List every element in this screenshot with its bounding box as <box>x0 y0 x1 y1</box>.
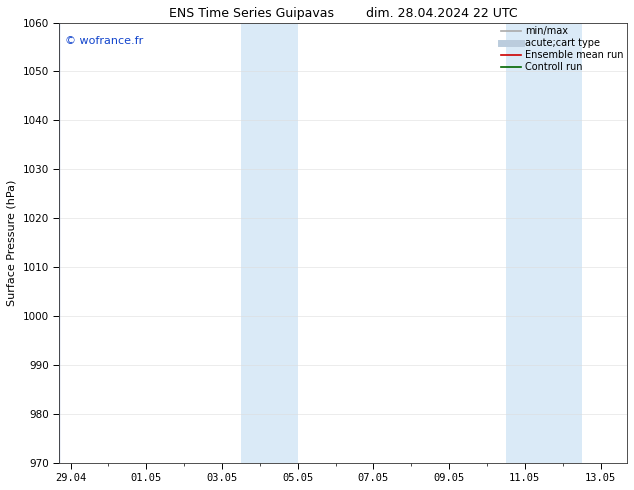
Bar <box>241 23 298 463</box>
Bar <box>544 23 581 463</box>
Text: © wofrance.fr: © wofrance.fr <box>65 36 143 46</box>
Bar <box>506 23 544 463</box>
Title: ENS Time Series Guipavas        dim. 28.04.2024 22 UTC: ENS Time Series Guipavas dim. 28.04.2024… <box>169 7 517 20</box>
Legend: min/max, acute;cart type, Ensemble mean run, Controll run: min/max, acute;cart type, Ensemble mean … <box>500 24 625 74</box>
Y-axis label: Surface Pressure (hPa): Surface Pressure (hPa) <box>7 179 17 306</box>
